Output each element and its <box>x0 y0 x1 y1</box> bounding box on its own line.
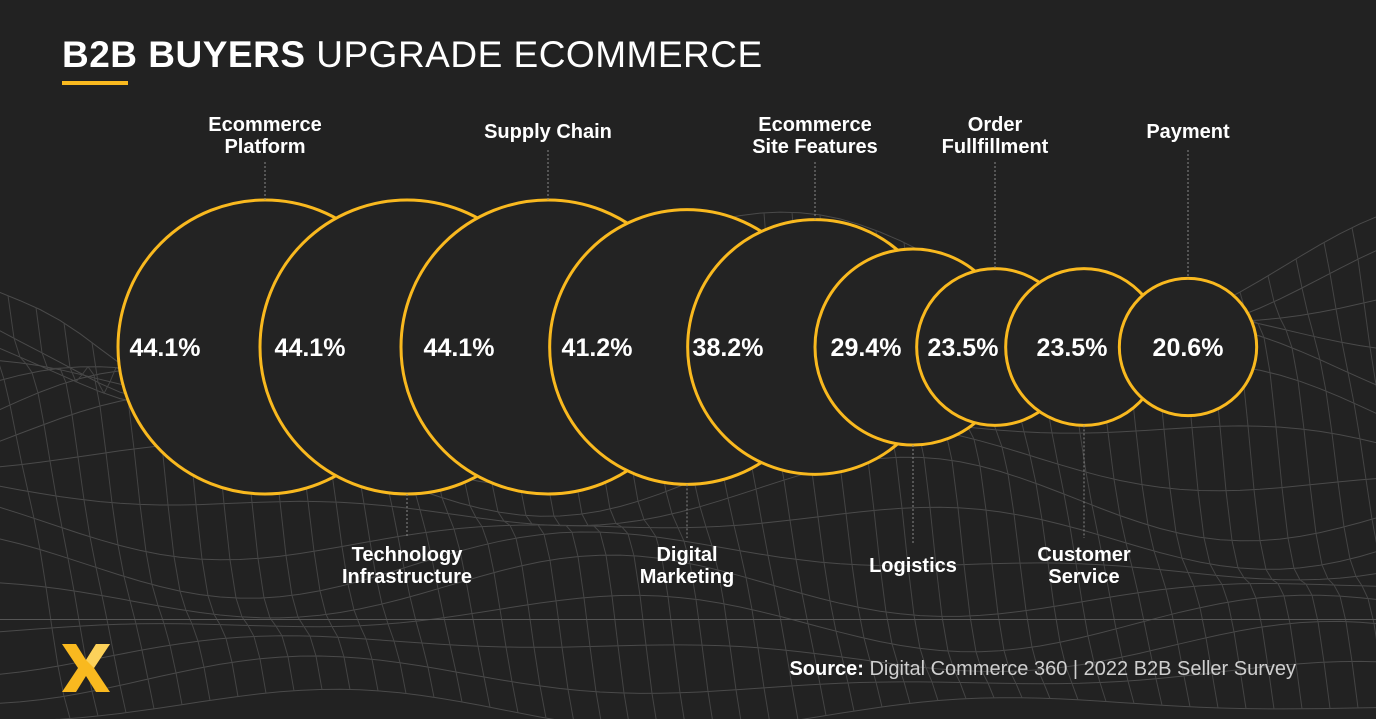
category-label: Ecommerce <box>208 114 321 136</box>
bubble-value-label: 29.4% <box>831 334 902 362</box>
mesh-line <box>1295 258 1376 640</box>
category-label: Fullfillment <box>942 136 1049 158</box>
bubble-value-label: 41.2% <box>562 334 633 362</box>
page-title: B2B BUYERS UPGRADE ECOMMERCE <box>62 34 763 76</box>
mesh-line <box>1239 291 1331 709</box>
title-bold: B2B BUYERS <box>62 34 306 75</box>
category-label: Technology <box>352 544 464 566</box>
mesh-line <box>91 342 183 705</box>
mesh-line <box>1323 242 1376 544</box>
x-logo-icon <box>62 644 110 692</box>
mesh-line <box>0 365 71 719</box>
source-text: Digital Commerce 360 | 2022 B2B Seller S… <box>869 658 1296 680</box>
category-label: Service <box>1048 566 1119 588</box>
category-label: Supply Chain <box>484 121 612 143</box>
mesh-line <box>7 295 99 717</box>
category-label: Infrastructure <box>342 566 472 588</box>
mesh-line <box>0 531 1376 599</box>
title-underline <box>62 81 128 85</box>
mesh-line <box>63 322 155 709</box>
title-light: UPGRADE ECOMMERCE <box>316 34 763 75</box>
bubble-value-label: 23.5% <box>928 334 999 362</box>
mesh-line <box>1267 275 1359 708</box>
source-note: Source: Digital Commerce 360 | 2022 B2B … <box>789 658 1296 681</box>
bubble-value-label: 44.1% <box>424 334 495 362</box>
category-label: Marketing <box>640 566 734 588</box>
bubble-value-label: 44.1% <box>275 334 346 362</box>
category-label: Site Features <box>752 136 878 158</box>
mesh-line <box>35 307 127 713</box>
category-label: Customer <box>1037 544 1131 566</box>
mesh-line <box>0 655 1376 704</box>
mesh-line <box>1351 227 1376 388</box>
mesh-line <box>53 688 1376 719</box>
bubble-value-label: 23.5% <box>1037 334 1108 362</box>
source-label: Source: <box>789 658 864 680</box>
mesh-line <box>0 594 1376 653</box>
category-label: Order <box>968 114 1023 136</box>
mesh-line <box>0 456 1376 542</box>
bubble-9: 20.6% Payment <box>1117 121 1259 418</box>
bubble-value-label: 44.1% <box>130 334 201 362</box>
category-label: Logistics <box>869 555 957 577</box>
category-label: Ecommerce <box>758 114 871 136</box>
bubble-value-label: 20.6% <box>1153 334 1224 362</box>
category-label: Digital <box>656 544 717 566</box>
mesh-line <box>0 506 1376 570</box>
mesh-line <box>0 620 1376 675</box>
bubble-value-label: 38.2% <box>693 334 764 362</box>
category-label: Payment <box>1146 121 1230 143</box>
category-label: Platform <box>224 136 305 158</box>
footer-divider <box>0 619 1376 620</box>
